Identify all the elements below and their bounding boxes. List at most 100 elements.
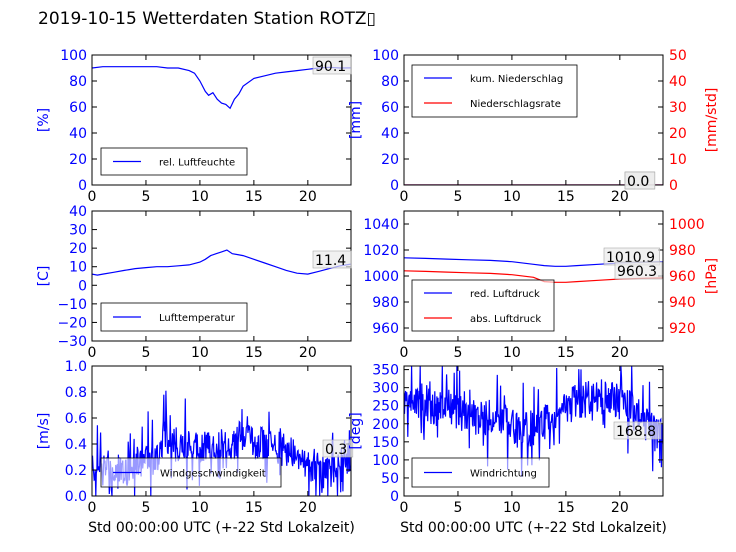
- y-tick-label: 1040: [363, 217, 399, 233]
- y-tick-right-label: 1000: [669, 217, 705, 233]
- y-tick-right-label: 0: [669, 178, 678, 194]
- y-axis-right-label: [hPa]: [704, 258, 720, 294]
- legend-label: red. Luftdruck: [470, 289, 540, 300]
- value-label-box: [613, 421, 662, 440]
- y-tick-label: 0: [390, 489, 399, 505]
- y-tick-right-label: 10: [669, 152, 687, 168]
- x-tick-label: 10: [503, 345, 521, 361]
- value-label: 960.3: [617, 264, 657, 280]
- chart-wind-speed: 0 5 10 15 20 0.0 0.2 0.4 0.6 0.8 1.0 [m/s] Std 00:00…: [36, 359, 355, 536]
- x-axis-label: Std 00:00:00 UTC (+-22 Std Lokalzeit): [88, 520, 355, 536]
- legend-label: Windgeschwindigkeit: [160, 469, 266, 480]
- y-tick-label: 0.8: [65, 385, 87, 401]
- legend-box: [411, 279, 555, 332]
- x-axis-label: Std 00:00:00 UTC (+-22 Std Lokalzeit): [400, 520, 667, 536]
- y-tick-label: 350: [372, 363, 399, 379]
- x-tick-label: 20: [299, 189, 317, 205]
- x-tick-label: 20: [611, 189, 629, 205]
- plot-frame: [403, 54, 664, 186]
- value-label-box: [322, 439, 354, 458]
- legend: Windrichtung: [411, 457, 550, 488]
- y-tick-label: 20: [69, 241, 87, 257]
- y-tick-label: 60: [381, 100, 399, 116]
- y-axis-label: [C]: [36, 266, 52, 287]
- y-tick-label: −20: [57, 315, 87, 331]
- x-tick-label: 5: [453, 189, 462, 205]
- y-axis-label: [m/s]: [36, 413, 52, 450]
- legend: Windgeschwindigkeit: [100, 457, 282, 488]
- y-tick-label: 250: [372, 399, 399, 415]
- x-tick-label: 10: [191, 345, 209, 361]
- x-tick-label: 15: [245, 345, 263, 361]
- plot-frame: [91, 365, 352, 497]
- x-tick-label: 15: [245, 500, 263, 516]
- legend-label: Lufttemperatur: [159, 313, 236, 324]
- x-tick-label: 15: [557, 189, 575, 205]
- series-line-rel-luftfeuchte: [92, 66, 351, 110]
- x-tick-label: 0: [400, 345, 409, 361]
- x-tick-label: 15: [557, 500, 575, 516]
- y-tick-label: 960: [372, 321, 399, 337]
- y-tick-right-label: 980: [669, 243, 696, 259]
- y-tick-label: 100: [372, 453, 399, 469]
- series-line-lufttemperatur: [92, 249, 351, 276]
- y-tick-right-label: 960: [669, 269, 696, 285]
- y-tick-label: 0.6: [65, 411, 87, 427]
- x-tick-label: 5: [141, 500, 150, 516]
- legend-box: [411, 64, 578, 118]
- legend: rel. Luftfeuchte: [100, 147, 248, 176]
- x-tick-label: 0: [400, 500, 409, 516]
- x-tick-label: 0: [400, 189, 409, 205]
- y-axis-label: [deg]: [348, 412, 364, 449]
- x-tick-label: 10: [191, 189, 209, 205]
- x-tick-label: 20: [611, 345, 629, 361]
- x-tick-label: 15: [245, 189, 263, 205]
- plot-frame: [403, 365, 664, 497]
- series-line-windrichtung: [404, 366, 663, 477]
- y-tick-label: 80: [381, 74, 399, 90]
- legend-label: abs. Luftdruck: [470, 314, 541, 325]
- value-label: 11.4: [315, 253, 346, 269]
- x-tick-label: 0: [88, 189, 97, 205]
- page-title: 2019-10-15 Wetterdaten Station ROTZ▯: [38, 9, 376, 29]
- y-tick-label: 40: [69, 126, 87, 142]
- y-tick-label: 0.0: [65, 489, 87, 505]
- plot-frame: [91, 210, 352, 342]
- legend: red. Luftdruck abs. Luftdruck: [411, 279, 555, 332]
- y-axis-right-label: [mm/std]: [704, 88, 720, 153]
- y-tick-right-label: 30: [669, 100, 687, 116]
- y-axis-label: [mm]: [348, 101, 364, 139]
- x-tick-label: 10: [503, 189, 521, 205]
- legend-label: kum. Niederschlag: [470, 74, 563, 85]
- y-tick-right-label: 20: [669, 126, 687, 142]
- x-tick-label: 20: [611, 500, 629, 516]
- x-tick-label: 20: [299, 345, 317, 361]
- plot-frame: [91, 54, 352, 186]
- x-tick-label: 10: [191, 500, 209, 516]
- chart-temperature: 0 5 10 15 20 −30 −20 −10 0 10 20 30 40 [C] Lufttempera…: [36, 204, 352, 361]
- value-label: 90.1: [315, 59, 346, 75]
- chart-precip: 0 5 10 15 20 0 20 40 60 80 100 0 10 20 30 40 50 [mm] [mm/s…: [348, 48, 720, 205]
- y-axis-label: [%]: [36, 108, 52, 132]
- y-tick-label: 50: [381, 471, 399, 487]
- y-tick-right-label: 940: [669, 295, 696, 311]
- y-tick-label: 1000: [363, 269, 399, 285]
- y-tick-label: 1.0: [65, 359, 87, 375]
- x-tick-label: 5: [453, 345, 462, 361]
- y-tick-label: 300: [372, 381, 399, 397]
- y-tick-label: 0.2: [65, 463, 87, 479]
- y-tick-label: 150: [372, 435, 399, 451]
- value-label-box: [312, 250, 352, 269]
- y-tick-label: 20: [381, 152, 399, 168]
- chart-humidity: 0 5 10 15 20 0 20 40 60 80 100 [%] rel. Luftfeuchte 9…: [36, 48, 352, 205]
- legend-label: rel. Luftfeuchte: [159, 158, 235, 169]
- y-tick-label: 0: [78, 178, 87, 194]
- y-tick-label: 20: [69, 152, 87, 168]
- y-tick-label: 40: [69, 204, 87, 220]
- legend: Lufttemperatur: [100, 302, 248, 332]
- value-label: 168.8: [616, 424, 656, 440]
- y-tick-label: 30: [69, 223, 87, 239]
- legend-label: Niederschlagsrate: [470, 99, 561, 110]
